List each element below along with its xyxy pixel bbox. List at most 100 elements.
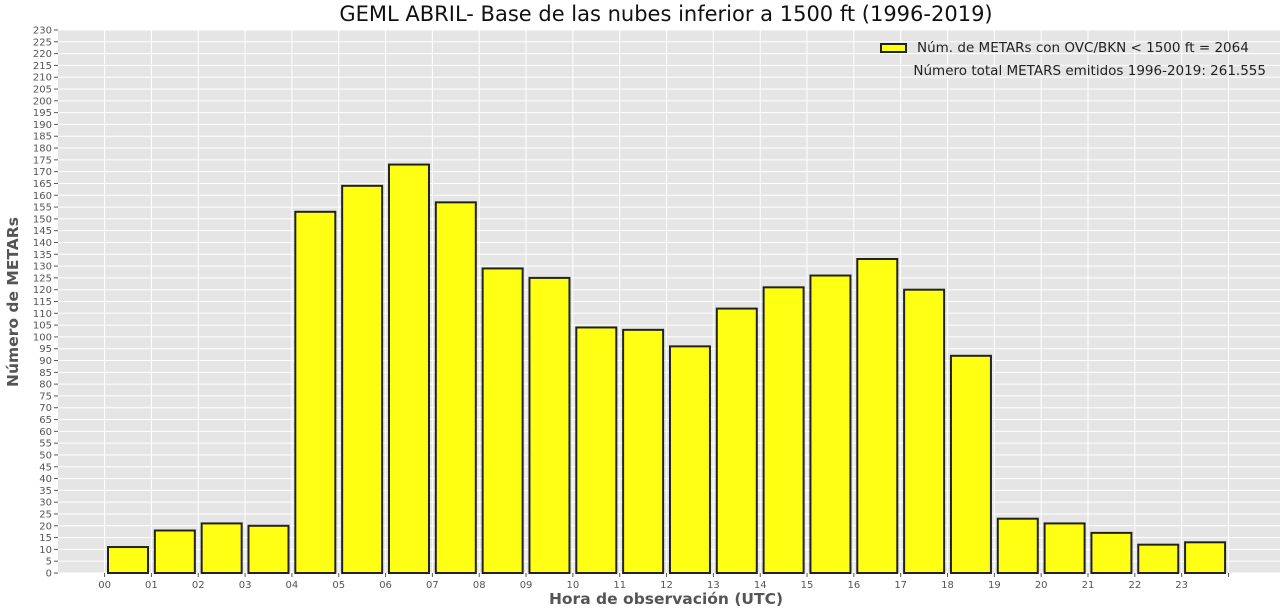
x-axis-label: Hora de observación (UTC) [548,590,784,608]
y-tick-label: 20 [39,521,52,532]
bar-12 [668,345,711,575]
y-tick-label: 65 [39,415,52,426]
y-tick-label: 200 [33,96,52,107]
x-tick-label: 17 [894,580,907,591]
y-tick-label: 95 [39,344,52,355]
y-tick-label: 130 [33,262,52,273]
bar-03 [247,524,290,574]
y-tick-label: 15 [39,533,52,544]
chart-title: GEML ABRIL- Base de las nubes inferior a… [339,2,993,26]
bar-13 [715,307,758,574]
y-tick-label: 40 [39,474,52,485]
y-tick-label: 230 [33,26,52,37]
bar-04 [294,210,337,574]
y-tick-label: 60 [39,427,52,438]
y-tick-label: 185 [33,132,52,143]
bar-23 [1184,541,1227,575]
bar-08 [481,267,524,574]
x-tick-label: 00 [98,580,111,591]
x-tick-label: 12 [660,580,673,591]
y-tick-label: 50 [39,450,52,461]
bar-10 [575,326,618,575]
y-tick-label: 25 [39,509,52,520]
y-tick-label: 0 [46,569,52,580]
x-tick-label: 02 [192,580,205,591]
y-tick-label: 225 [33,37,52,48]
y-tick-label: 135 [33,250,52,261]
x-tick-label: 14 [754,580,767,591]
legend: Núm. de METARs con OVC/BKN < 1500 ft = 2… [880,37,1274,87]
legend-entry: Núm. de METARs con OVC/BKN < 1500 ft = 2… [880,38,1249,58]
y-tick-label: 175 [33,155,52,166]
y-tick-label: 205 [33,85,52,96]
y-tick-labels: 0510152025303540455055606570758085909510… [33,26,58,580]
x-tick-label: 20 [1035,580,1048,591]
x-tick-label: 07 [426,580,439,591]
x-tick-labels: 00 01 02 03 04 05 06 07 08 09 10 11 12 13 14 15 16 17 18 19… [98,573,1230,591]
x-tick-label: 15 [801,580,814,591]
y-tick-label: 195 [33,108,52,119]
bar-18 [949,354,992,574]
legend-label: Núm. de METARs con OVC/BKN < 1500 ft = 2… [917,40,1249,56]
bar-16 [856,258,899,574]
y-tick-label: 45 [39,462,52,473]
y-tick-label: 165 [33,179,52,190]
x-tick-label: 05 [332,580,345,591]
x-tick-label: 08 [473,580,486,591]
x-tick-label: 21 [1082,580,1095,591]
bar-05 [341,184,384,575]
bar-09 [528,276,571,574]
x-tick-label: 09 [520,580,533,591]
bar-11 [622,328,665,575]
bar-01 [153,529,196,574]
bar-00 [107,546,149,575]
bar-21 [1090,531,1133,575]
y-tick-label: 140 [33,238,52,249]
y-tick-label: 35 [39,486,52,497]
x-tick-label: 06 [379,580,392,591]
bars [107,163,1227,575]
y-tick-label: 160 [33,191,52,202]
bar-22 [1137,543,1180,574]
y-tick-label: 125 [33,273,52,284]
x-tick-label: 04 [286,580,299,591]
y-tick-label: 220 [33,49,52,60]
x-tick-label: 10 [567,580,580,591]
bar-07 [434,201,477,574]
y-tick-label: 155 [33,203,52,214]
y-tick-label: 55 [39,439,52,450]
x-tick-label: 23 [1175,580,1188,591]
y-tick-label: 10 [39,545,52,556]
bar-15 [809,274,852,574]
x-tick-label: 01 [145,580,158,591]
y-tick-label: 170 [33,167,52,178]
y-tick-label: 90 [39,356,52,367]
y-tick-label: 80 [39,380,52,391]
y-tick-label: 150 [33,214,52,225]
y-tick-label: 215 [33,61,52,72]
y-tick-label: 100 [33,332,52,343]
x-tick-label: 13 [707,580,720,591]
y-tick-label: 115 [33,297,52,308]
bar-19 [996,517,1039,575]
bar-06 [387,163,430,574]
y-tick-label: 120 [33,285,52,296]
y-tick-label: 110 [33,309,52,320]
y-axis-label: Número de METARs [4,217,22,387]
x-tick-label: 18 [941,580,954,591]
y-tick-label: 75 [39,391,52,402]
x-tick-label: 16 [847,580,860,591]
x-tick-label: 19 [988,580,1001,591]
x-tick-label: 03 [239,580,252,591]
x-tick-label: 22 [1128,580,1141,591]
y-tick-label: 30 [39,498,52,509]
y-tick-label: 145 [33,226,52,237]
legend-swatch [880,43,907,53]
y-tick-label: 210 [33,73,52,84]
bar-20 [1043,522,1086,575]
y-tick-label: 190 [33,120,52,131]
y-tick-label: 180 [33,144,52,155]
y-tick-label: 5 [46,557,52,568]
total-metars-note: Número total METARS emitidos 1996-2019: … [913,63,1266,79]
